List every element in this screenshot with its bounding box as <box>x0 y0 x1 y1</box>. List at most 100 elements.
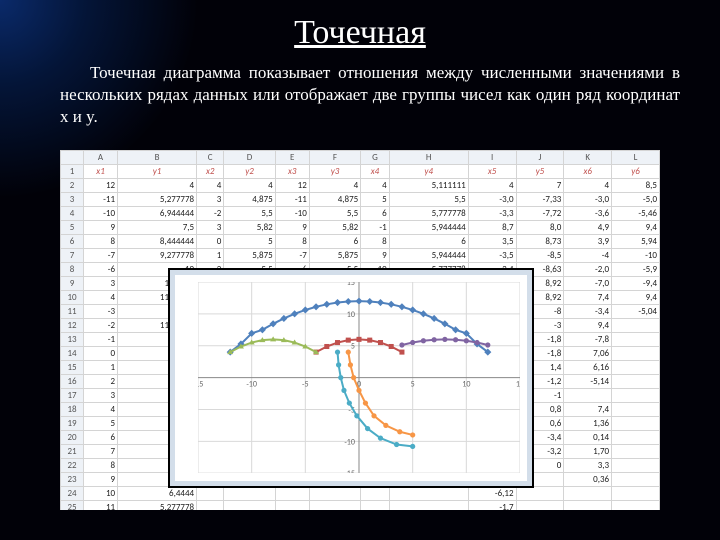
row-header[interactable]: 4 <box>61 207 84 221</box>
data-cell[interactable]: 5,875 <box>224 249 275 263</box>
data-cell[interactable]: 5,94 <box>612 235 660 249</box>
data-cell[interactable]: 4,9 <box>564 221 612 235</box>
series-header-cell[interactable]: y2 <box>224 165 275 179</box>
data-cell[interactable]: 9 <box>84 473 118 487</box>
data-cell[interactable] <box>224 487 275 501</box>
col-header[interactable]: I <box>468 151 516 165</box>
series-header-cell[interactable]: y1 <box>118 165 197 179</box>
row-header[interactable]: 1 <box>61 165 84 179</box>
data-cell[interactable]: 12 <box>84 179 118 193</box>
col-header[interactable]: D <box>224 151 275 165</box>
data-cell[interactable]: -7,8 <box>564 333 612 347</box>
data-cell[interactable]: -5,04 <box>612 305 660 319</box>
data-cell[interactable]: -10 <box>275 207 309 221</box>
data-cell[interactable]: 6,4444 <box>118 487 197 501</box>
data-cell[interactable]: -1 <box>84 333 118 347</box>
data-cell[interactable]: 6 <box>84 431 118 445</box>
col-header[interactable]: J <box>516 151 564 165</box>
row-header[interactable]: 6 <box>61 235 84 249</box>
data-cell[interactable]: 8 <box>84 235 118 249</box>
data-cell[interactable]: 5,875 <box>309 249 360 263</box>
data-cell[interactable]: 12 <box>275 179 309 193</box>
data-cell[interactable]: -5,9 <box>612 263 660 277</box>
data-cell[interactable] <box>275 501 309 511</box>
data-cell[interactable] <box>612 417 660 431</box>
series-header-cell[interactable]: y5 <box>516 165 564 179</box>
data-cell[interactable]: 8,73 <box>516 235 564 249</box>
data-cell[interactable]: -3,5 <box>468 249 516 263</box>
scatter-chart[interactable]: -15-10-5051015-15-10-551015 <box>168 268 534 488</box>
col-header[interactable] <box>61 151 84 165</box>
series-header-cell[interactable]: x5 <box>468 165 516 179</box>
data-cell[interactable]: 4 <box>468 179 516 193</box>
row-header[interactable]: 3 <box>61 193 84 207</box>
data-cell[interactable]: 4 <box>197 179 224 193</box>
data-cell[interactable]: -2,0 <box>564 263 612 277</box>
data-cell[interactable]: 8 <box>84 459 118 473</box>
data-cell[interactable]: -7 <box>84 249 118 263</box>
data-cell[interactable]: 4,875 <box>309 193 360 207</box>
data-cell[interactable]: 2 <box>84 375 118 389</box>
data-cell[interactable]: 6 <box>361 207 389 221</box>
data-cell[interactable]: 7 <box>516 179 564 193</box>
data-cell[interactable] <box>361 487 389 501</box>
row-header[interactable]: 24 <box>61 487 84 501</box>
data-cell[interactable]: 7 <box>84 445 118 459</box>
data-cell[interactable]: -5,14 <box>564 375 612 389</box>
data-cell[interactable]: 8 <box>361 235 389 249</box>
data-cell[interactable]: 3,9 <box>564 235 612 249</box>
data-cell[interactable]: 5,944444 <box>389 221 468 235</box>
data-cell[interactable]: 5,5 <box>224 207 275 221</box>
data-cell[interactable] <box>612 333 660 347</box>
data-cell[interactable] <box>516 487 564 501</box>
data-cell[interactable] <box>309 501 360 511</box>
series-header-cell[interactable]: x6 <box>564 165 612 179</box>
data-cell[interactable]: -3,6 <box>564 207 612 221</box>
data-cell[interactable]: 6 <box>389 235 468 249</box>
series-header-cell[interactable]: y4 <box>389 165 468 179</box>
data-cell[interactable]: 5,277778 <box>118 501 197 511</box>
data-cell[interactable]: 0 <box>84 347 118 361</box>
data-cell[interactable]: 5,111111 <box>389 179 468 193</box>
data-cell[interactable]: 9,4 <box>564 319 612 333</box>
data-cell[interactable]: 0 <box>197 235 224 249</box>
row-header[interactable]: 14 <box>61 347 84 361</box>
data-cell[interactable]: -5,0 <box>612 193 660 207</box>
series-header-cell[interactable]: x2 <box>197 165 224 179</box>
row-header[interactable]: 9 <box>61 277 84 291</box>
row-header[interactable]: 18 <box>61 403 84 417</box>
data-cell[interactable]: 10 <box>84 487 118 501</box>
col-header[interactable]: F <box>309 151 360 165</box>
data-cell[interactable]: 3 <box>84 389 118 403</box>
data-cell[interactable]: -2 <box>197 207 224 221</box>
data-cell[interactable]: 8,444444 <box>118 235 197 249</box>
data-cell[interactable]: -3 <box>84 305 118 319</box>
data-cell[interactable]: 8,7 <box>468 221 516 235</box>
data-cell[interactable] <box>612 375 660 389</box>
row-header[interactable]: 21 <box>61 445 84 459</box>
row-header[interactable]: 13 <box>61 333 84 347</box>
data-cell[interactable]: 4 <box>84 403 118 417</box>
data-cell[interactable] <box>612 319 660 333</box>
data-cell[interactable] <box>516 501 564 511</box>
data-cell[interactable] <box>612 487 660 501</box>
data-cell[interactable]: -6,12 <box>468 487 516 501</box>
data-cell[interactable] <box>612 501 660 511</box>
data-cell[interactable]: 9 <box>84 221 118 235</box>
data-cell[interactable]: 5,777778 <box>389 207 468 221</box>
data-cell[interactable]: 4 <box>84 291 118 305</box>
data-cell[interactable]: -6 <box>84 263 118 277</box>
row-header[interactable]: 15 <box>61 361 84 375</box>
data-cell[interactable] <box>612 431 660 445</box>
data-cell[interactable]: 9,4 <box>612 291 660 305</box>
data-cell[interactable]: -2 <box>84 319 118 333</box>
series-header-cell[interactable]: x4 <box>361 165 389 179</box>
data-cell[interactable]: 5,944444 <box>389 249 468 263</box>
col-header[interactable]: E <box>275 151 309 165</box>
row-header[interactable]: 19 <box>61 417 84 431</box>
data-cell[interactable] <box>612 361 660 375</box>
data-cell[interactable]: 1,36 <box>564 417 612 431</box>
series-header-cell[interactable]: x1 <box>84 165 118 179</box>
data-cell[interactable]: -7 <box>275 249 309 263</box>
row-header[interactable]: 8 <box>61 263 84 277</box>
